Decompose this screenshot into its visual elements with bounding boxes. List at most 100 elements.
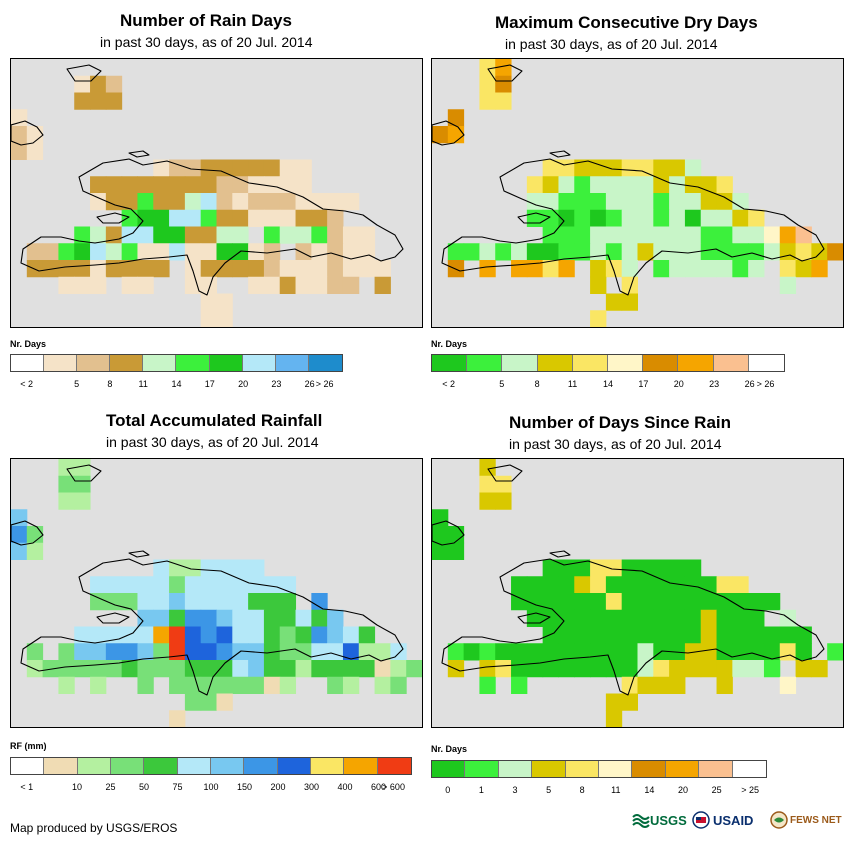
grid-cell xyxy=(137,243,154,261)
grid-cell xyxy=(590,159,607,177)
grid-cell xyxy=(200,260,217,278)
grid-cell xyxy=(621,576,638,594)
grid-cell xyxy=(621,559,638,577)
grid-cell xyxy=(716,576,733,594)
grid-cell xyxy=(248,593,265,611)
grid-cell xyxy=(700,660,718,678)
grid-cell xyxy=(605,293,623,311)
grid-cell xyxy=(542,643,559,661)
grid-cell xyxy=(732,643,749,661)
grid-cell xyxy=(590,176,607,194)
grid-cell xyxy=(653,226,670,244)
grid-cell xyxy=(279,676,297,694)
grid-cell xyxy=(216,293,233,311)
grid-cell xyxy=(479,492,496,510)
legend-bar xyxy=(431,760,767,778)
grid-cell xyxy=(153,209,170,227)
legend-swatch xyxy=(244,758,278,774)
grid-cell xyxy=(732,193,749,211)
grid-cell xyxy=(542,176,559,194)
map-days-since-rain[interactable] xyxy=(431,458,844,728)
grid-cell xyxy=(137,276,154,294)
grid-cell xyxy=(637,643,654,661)
grid-cell xyxy=(342,660,360,678)
legend-swatch xyxy=(11,355,45,371)
grid-cell xyxy=(827,643,843,661)
legend-swatch xyxy=(308,355,342,371)
great-inagua-coastline xyxy=(487,464,523,482)
grid-cell xyxy=(279,226,297,244)
grid-cell xyxy=(479,643,496,661)
grid-cell xyxy=(311,243,328,261)
grid-cell xyxy=(495,475,512,493)
grid-cell xyxy=(637,676,654,694)
legend-swatch xyxy=(275,355,309,371)
grid-cell xyxy=(248,576,265,594)
map-consecutive-dry-days[interactable] xyxy=(431,58,844,328)
usaid-logo-text: USAID xyxy=(713,812,754,828)
grid-cell xyxy=(811,660,828,678)
legend-label: 11 xyxy=(611,785,621,795)
grid-cell xyxy=(669,260,686,278)
grid-cell xyxy=(542,260,559,278)
grid-cell xyxy=(105,660,123,678)
grid-cell xyxy=(795,260,812,278)
grid-cell xyxy=(811,260,828,278)
grid-cell xyxy=(374,643,391,661)
grid-cell xyxy=(558,643,575,661)
map-total-rainfall[interactable] xyxy=(10,458,423,728)
grid-cell xyxy=(716,176,733,194)
map-rain-days[interactable] xyxy=(10,58,423,328)
grid-cell xyxy=(479,75,496,93)
grid-cell xyxy=(795,243,812,261)
grid-cell xyxy=(169,159,186,177)
grid-cell xyxy=(58,643,75,661)
grid-cell xyxy=(732,609,749,627)
grid-cell xyxy=(121,193,138,211)
grid-cell xyxy=(732,243,749,261)
grid-cell xyxy=(748,660,765,678)
grid-cell xyxy=(184,576,202,594)
grid-cell xyxy=(526,260,544,278)
grid-cell xyxy=(542,576,559,594)
grid-cell xyxy=(669,593,686,611)
hispaniola-coastline xyxy=(20,158,404,296)
legend-swatch xyxy=(143,355,177,371)
legend-label: < 2 xyxy=(20,379,34,389)
grid-cell xyxy=(779,226,797,244)
legend-label: 10 xyxy=(71,782,83,792)
grid-cell xyxy=(74,459,91,477)
grid-cell xyxy=(669,660,686,678)
map-grid-svg xyxy=(432,459,843,727)
grid-cell xyxy=(684,576,702,594)
grid-cell xyxy=(232,626,249,644)
legend-swatch xyxy=(110,355,144,371)
grid-cell xyxy=(653,260,670,278)
legend-label: 14 xyxy=(171,379,182,389)
grid-cell xyxy=(358,260,376,278)
grid-cell xyxy=(621,260,638,278)
grid-cell xyxy=(279,609,297,627)
grid-cell xyxy=(295,209,312,227)
grid-cell xyxy=(669,626,686,644)
grid-cell xyxy=(74,660,91,678)
grid-cell xyxy=(374,260,391,278)
grid-cell xyxy=(169,593,186,611)
panel-title: Maximum Consecutive Dry Days xyxy=(495,13,758,32)
grid-cell xyxy=(90,92,107,110)
grid-cell xyxy=(26,243,44,261)
legend-swatch xyxy=(502,355,538,371)
grid-cell xyxy=(279,593,297,611)
grid-cell xyxy=(169,226,186,244)
grid-cell xyxy=(716,209,733,227)
legend-swatch xyxy=(532,761,566,777)
grid-cell xyxy=(479,475,496,493)
grid-cell xyxy=(669,576,686,594)
legend-title: Nr. Days xyxy=(431,744,468,754)
grid-cell xyxy=(137,593,154,611)
grid-cell xyxy=(358,243,376,261)
grid-cell xyxy=(137,626,154,644)
legend-label: > 600 xyxy=(382,782,405,792)
grid-cell xyxy=(248,193,265,211)
grid-cell xyxy=(121,593,138,611)
